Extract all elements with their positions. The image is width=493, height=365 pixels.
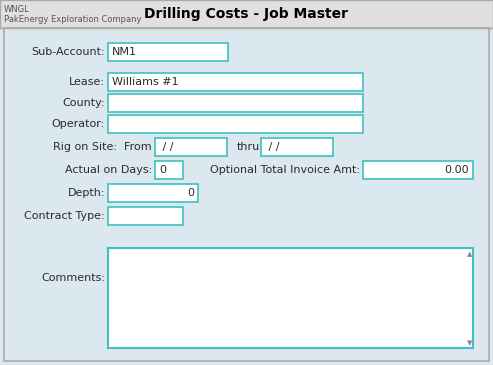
Bar: [155, 138, 227, 156]
Bar: [108, 184, 198, 202]
Text: WNGL: WNGL: [4, 4, 30, 14]
Text: 0.00: 0.00: [444, 165, 469, 175]
Text: thru: thru: [237, 142, 260, 152]
Text: Actual on Days:: Actual on Days:: [65, 165, 152, 175]
Text: / /: / /: [159, 142, 174, 152]
Text: Williams #1: Williams #1: [112, 77, 178, 87]
Text: / /: / /: [265, 142, 280, 152]
Bar: [155, 161, 183, 179]
Text: NM1: NM1: [112, 47, 137, 57]
Text: Rig on Site:  From: Rig on Site: From: [53, 142, 152, 152]
Text: County:: County:: [63, 98, 105, 108]
Text: 0: 0: [159, 165, 166, 175]
Text: PakEnergy Exploration Company: PakEnergy Exploration Company: [4, 15, 141, 24]
Bar: [108, 248, 473, 348]
Text: Optional Total Invoice Amt:: Optional Total Invoice Amt:: [210, 165, 360, 175]
Bar: [261, 138, 333, 156]
Text: Contract Type:: Contract Type:: [24, 211, 105, 221]
Bar: [108, 73, 363, 91]
Bar: [363, 161, 473, 179]
Bar: [108, 115, 363, 133]
Text: Operator:: Operator:: [52, 119, 105, 129]
Text: ▲: ▲: [467, 251, 473, 257]
Bar: [108, 207, 183, 225]
Bar: [108, 43, 228, 61]
Text: ▼: ▼: [467, 340, 473, 346]
Text: Lease:: Lease:: [69, 77, 105, 87]
Text: 0: 0: [187, 188, 194, 198]
Text: Comments:: Comments:: [41, 273, 105, 283]
Bar: [108, 94, 363, 112]
Bar: [0, 0, 493, 28]
Text: Sub-Account:: Sub-Account:: [32, 47, 105, 57]
Text: Depth:: Depth:: [68, 188, 105, 198]
Text: Drilling Costs - Job Master: Drilling Costs - Job Master: [144, 7, 348, 21]
